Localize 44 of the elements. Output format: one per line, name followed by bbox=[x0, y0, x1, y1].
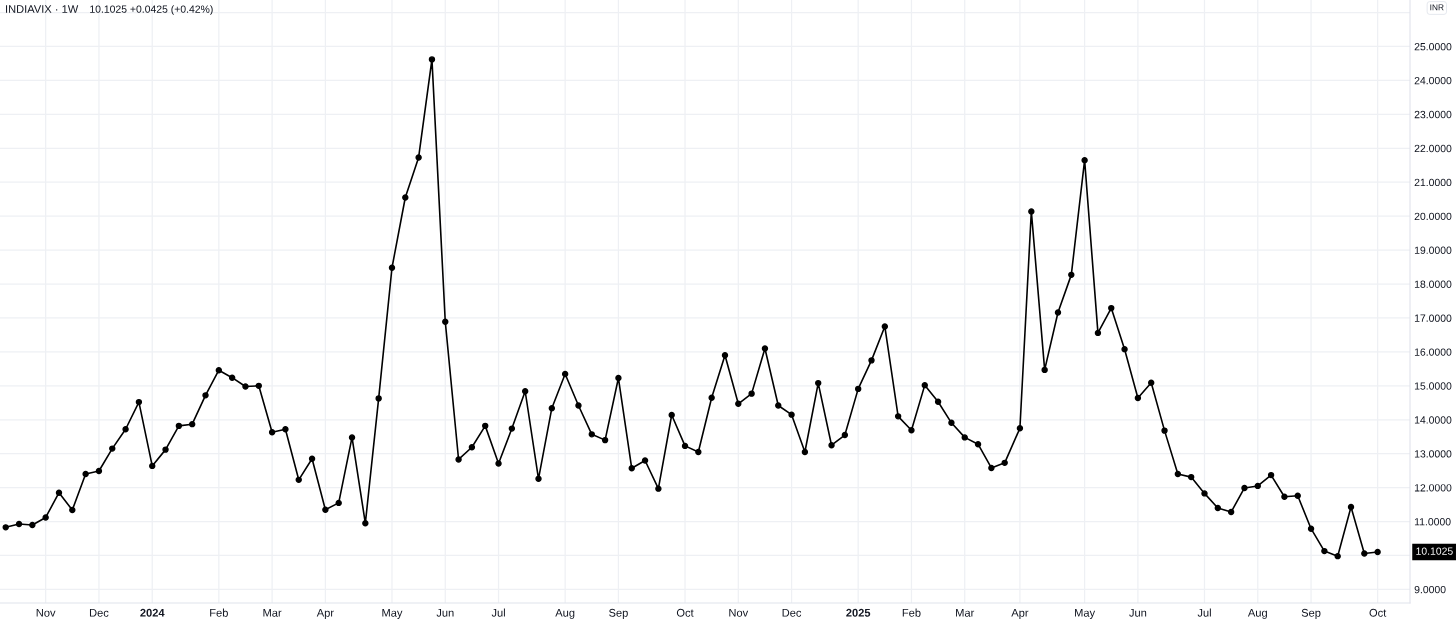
x-tick-label: Apr bbox=[1011, 608, 1029, 619]
x-tick-label: 2024 bbox=[140, 608, 165, 617]
y-tick-label: 22.0000 bbox=[1414, 144, 1452, 153]
x-tick-label: Jun bbox=[436, 608, 454, 617]
x-tick-label: Aug bbox=[1247, 608, 1267, 619]
y-tick-label: 21.0000 bbox=[1414, 178, 1452, 187]
x-tick-label: Sep bbox=[609, 608, 628, 619]
x-tick-label: Dec bbox=[89, 608, 109, 617]
y-tick-label: 17.0000 bbox=[1414, 314, 1452, 322]
x-tick-label: 2025 bbox=[846, 608, 871, 617]
y-tick-label: 18.0000 bbox=[1414, 280, 1452, 288]
chart-subtitle: 10.1025 +0.0425 (+0.42%) bbox=[90, 5, 213, 15]
y-tick-label: 24.0000 bbox=[1414, 76, 1452, 85]
y-tick-label: 11.0000 bbox=[1414, 518, 1451, 526]
x-tick-label: Jul bbox=[1197, 608, 1211, 617]
x-tick-label: Mar bbox=[956, 608, 975, 617]
x-tick-label: Nov bbox=[729, 608, 749, 617]
text: 10.1025 bbox=[1416, 547, 1453, 555]
x-tick-label: Jul bbox=[491, 608, 505, 617]
x-tick-label: Oct bbox=[1369, 608, 1387, 617]
x-tick-label: Feb bbox=[210, 608, 228, 617]
x-tick-label: May bbox=[382, 608, 403, 619]
chart-title: INDIAVIX · 1W bbox=[6, 5, 79, 13]
y-tick-label: 13.0000 bbox=[1414, 450, 1452, 458]
y-tick-label: 14.0000 bbox=[1414, 416, 1452, 424]
y-tick-label: 20.0000 bbox=[1414, 212, 1452, 221]
x-tick-label: Aug bbox=[555, 608, 575, 619]
y-tick-label: 19.0000 bbox=[1414, 246, 1452, 254]
x-tick-label: Sep bbox=[1301, 608, 1321, 619]
text: INR bbox=[1430, 4, 1444, 11]
y-tick-label: 23.0000 bbox=[1414, 110, 1452, 119]
y-tick-label: 12.0000 bbox=[1414, 484, 1452, 492]
x-tick-label: Dec bbox=[782, 608, 802, 617]
x-tick-label: Oct bbox=[676, 608, 694, 617]
y-tick-label: 15.0000 bbox=[1414, 382, 1452, 390]
y-tick-label: 9.0000 bbox=[1414, 585, 1446, 594]
x-tick-label: May bbox=[1075, 608, 1096, 619]
x-tick-label: Jun bbox=[1129, 608, 1147, 617]
x-tick-label: Nov bbox=[36, 608, 56, 617]
x-tick-label: Mar bbox=[263, 608, 282, 617]
y-tick-label: 16.0000 bbox=[1414, 348, 1452, 356]
x-tick-label: Feb bbox=[902, 608, 921, 617]
x-tick-label: Apr bbox=[316, 608, 334, 619]
y-tick-label: 25.0000 bbox=[1414, 42, 1452, 51]
